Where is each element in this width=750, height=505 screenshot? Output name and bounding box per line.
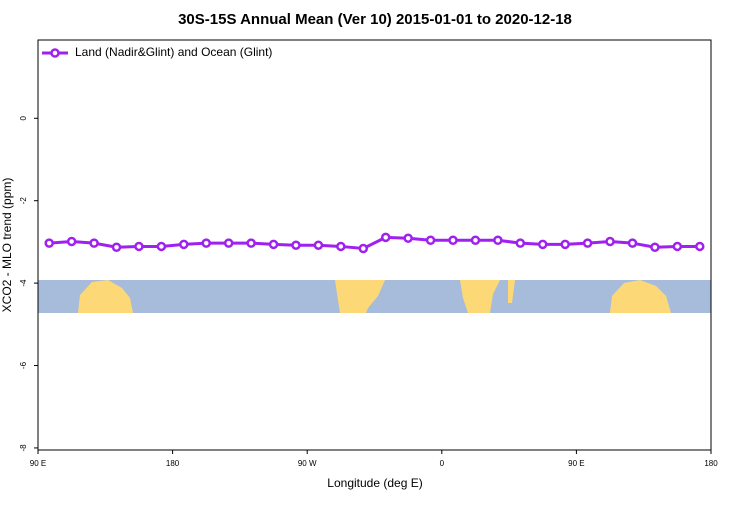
point	[89, 238, 99, 248]
point	[605, 236, 615, 247]
point	[627, 238, 638, 248]
y-axis-label: XCO2 - MLO trend (ppm)	[0, 178, 14, 313]
map-strip	[38, 280, 711, 313]
y-tick-label: -8	[19, 444, 28, 452]
x-tick-label: 0	[440, 459, 445, 468]
x-tick-label: 180	[704, 459, 718, 468]
point	[470, 235, 481, 246]
series-line	[49, 235, 700, 251]
land	[508, 280, 515, 303]
x-tick-label: 90 E	[30, 459, 46, 468]
point	[448, 235, 458, 246]
point	[695, 241, 705, 252]
legend-label: Land (Nadir&Glint) and Ocean (Glint)	[75, 45, 272, 59]
y-tick-label: 0	[19, 116, 28, 121]
land	[78, 280, 133, 313]
point	[336, 241, 346, 252]
land	[460, 280, 500, 313]
point	[403, 233, 413, 243]
land	[335, 280, 385, 313]
point	[380, 232, 391, 243]
x-tick-label: 90 W	[298, 459, 317, 468]
y-tick-label: -4	[19, 279, 28, 287]
point	[358, 243, 369, 254]
land	[610, 280, 671, 313]
point	[179, 239, 189, 250]
x-tick-label: 180	[166, 459, 180, 468]
point	[538, 239, 548, 250]
point	[515, 238, 526, 248]
legend-marker	[50, 48, 60, 58]
point	[66, 236, 77, 247]
point	[560, 239, 570, 250]
point	[268, 239, 279, 250]
point	[246, 238, 256, 248]
point	[425, 235, 436, 246]
point	[672, 241, 683, 252]
point	[201, 238, 211, 248]
point	[291, 240, 301, 250]
point	[134, 241, 144, 252]
point	[111, 242, 122, 253]
y-tick-label: -2	[19, 197, 28, 205]
point	[582, 238, 593, 248]
point	[156, 241, 167, 252]
point	[493, 235, 503, 246]
chart-title: 30S-15S Annual Mean (Ver 10) 2015-01-01 …	[178, 11, 572, 28]
x-axis-label: Longitude (deg E)	[327, 476, 422, 490]
point	[44, 238, 54, 248]
point	[223, 238, 234, 248]
plot-frame	[37, 39, 712, 451]
point	[313, 240, 324, 250]
point	[650, 242, 660, 253]
x-tick-label: 90 E	[568, 459, 584, 468]
y-tick-label: -6	[19, 361, 28, 369]
